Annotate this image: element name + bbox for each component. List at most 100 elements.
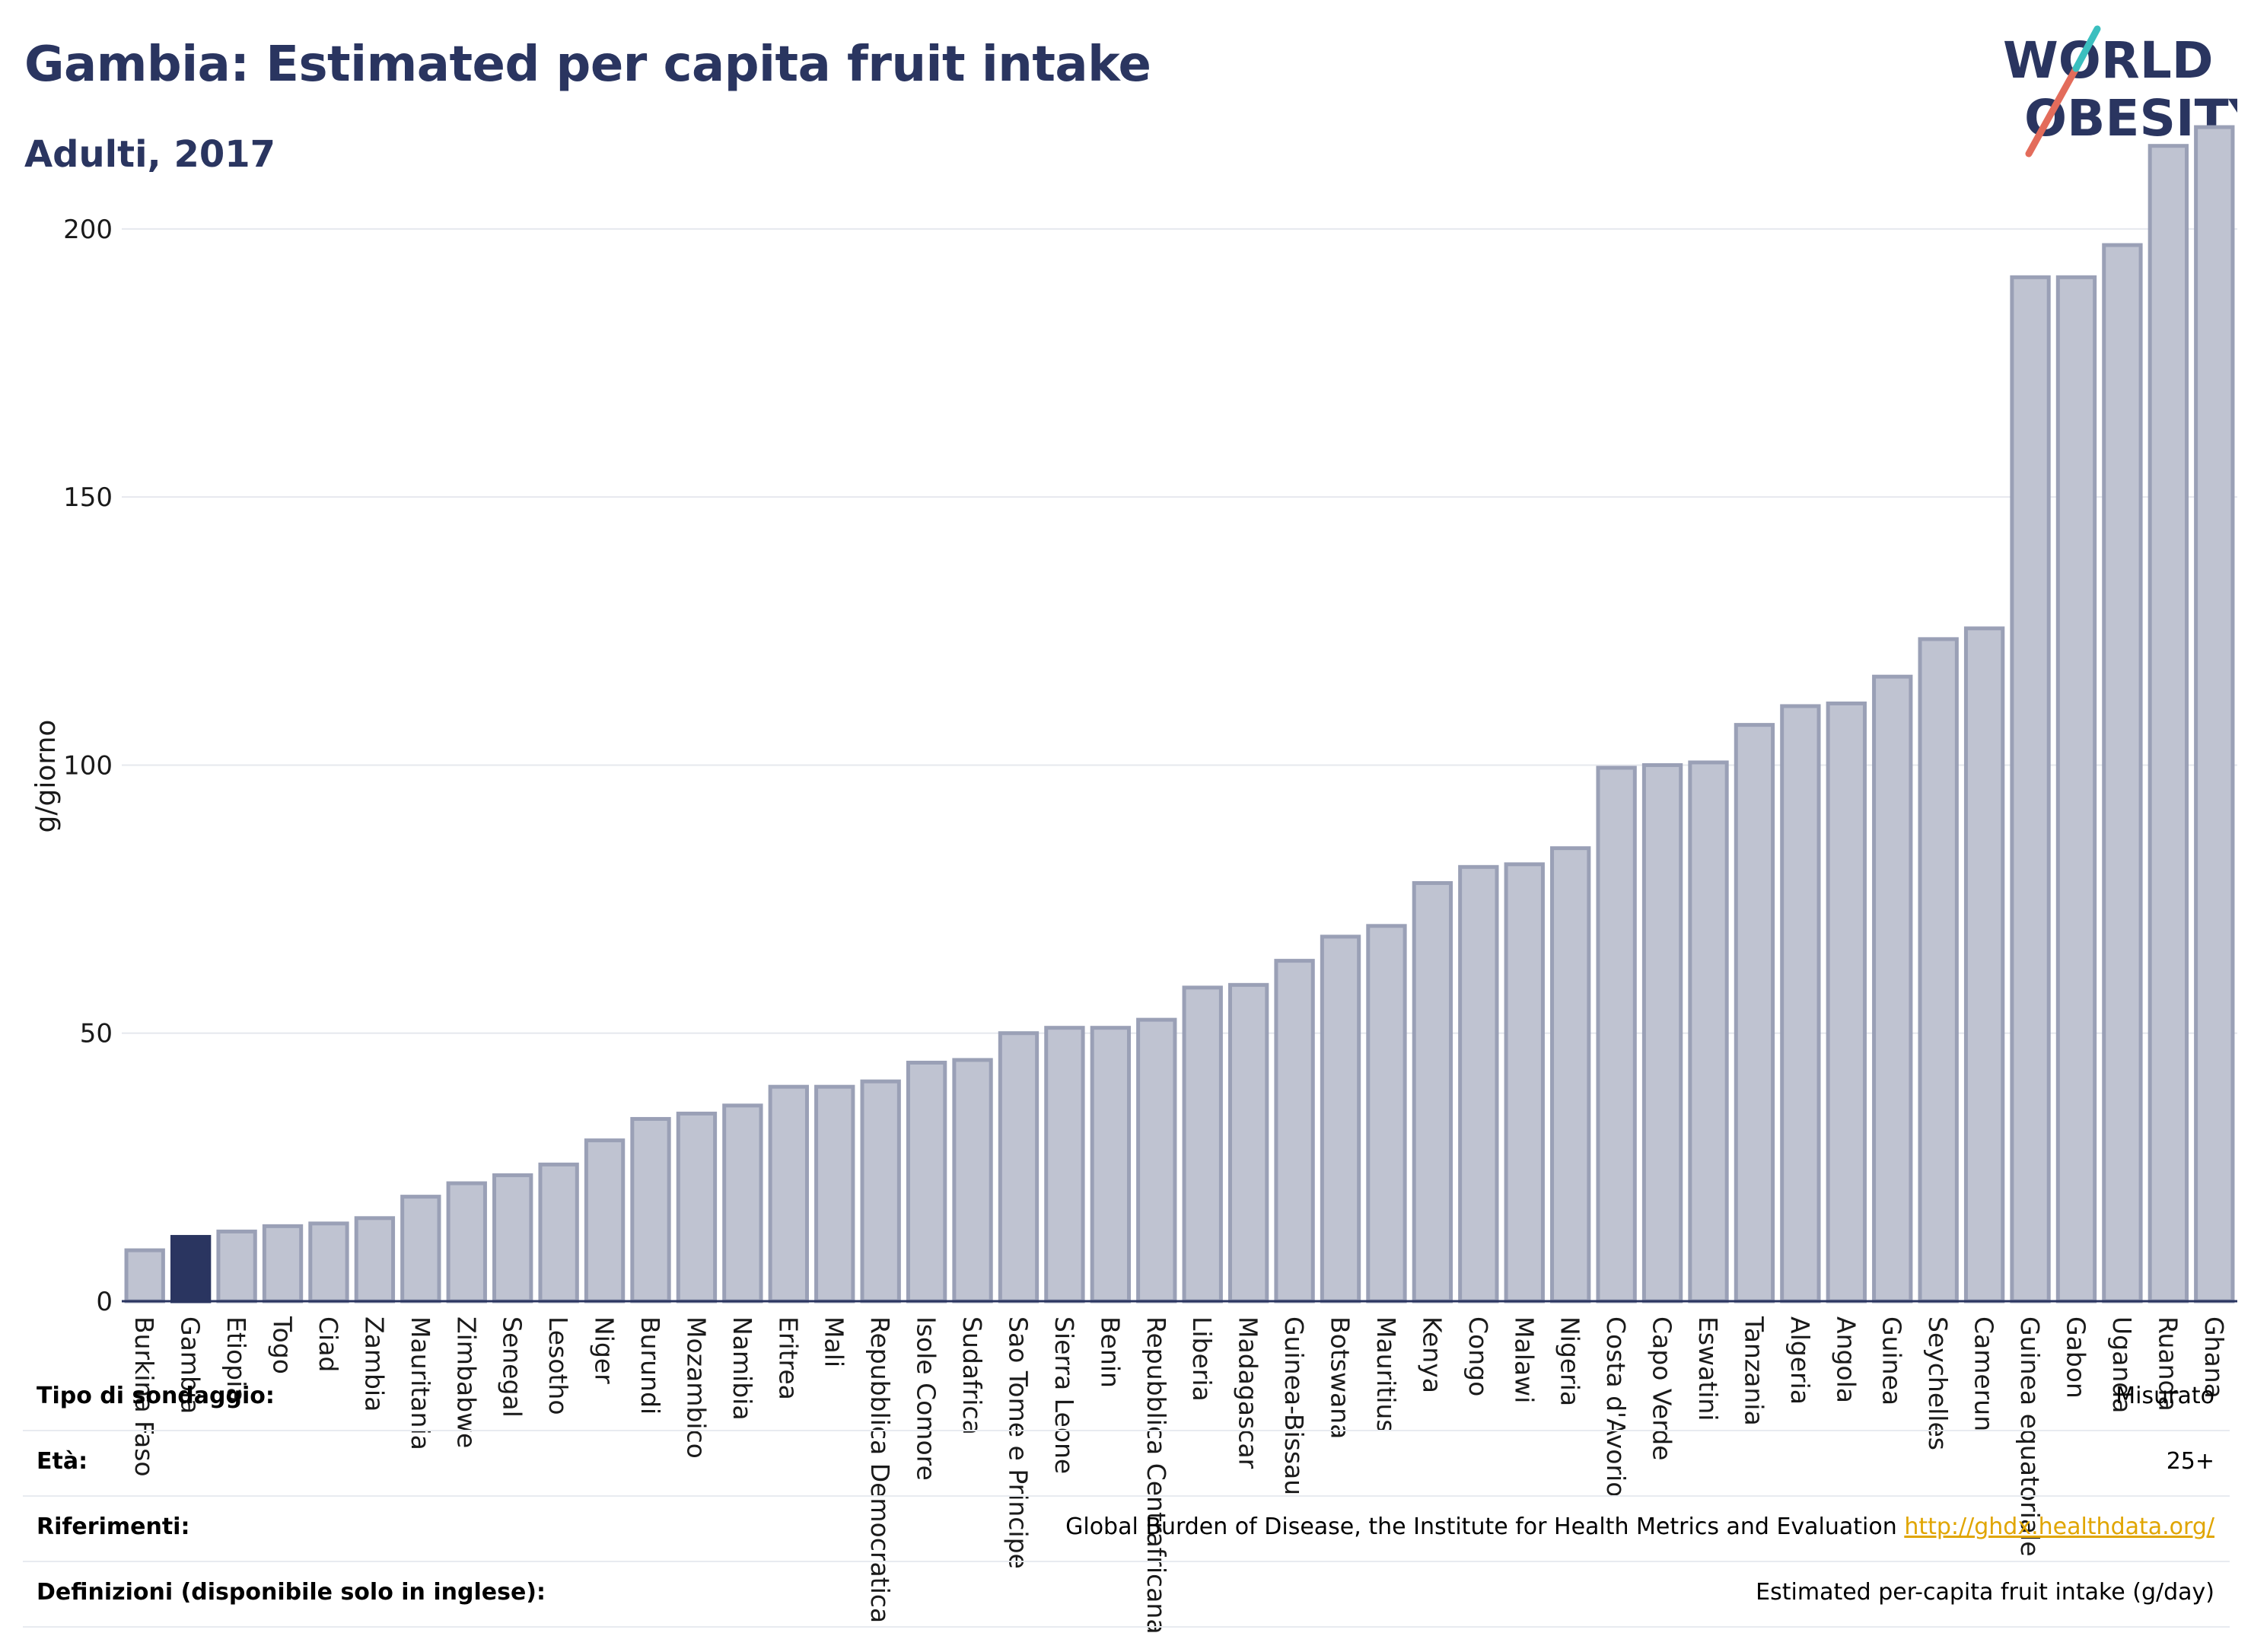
bar-namibia[interactable]: [722, 1103, 763, 1303]
bar-algeria[interactable]: [1780, 704, 1821, 1303]
info-key: Tipo di sondaggio:: [37, 1383, 275, 1409]
x-tick-label: Repubblica Centrafricana: [1141, 1316, 1171, 1634]
bar-repubblica-centrafricana[interactable]: [1136, 1017, 1177, 1303]
bar-zimbabwe[interactable]: [446, 1181, 487, 1303]
bar-mauritius[interactable]: [1366, 924, 1407, 1303]
logo-slash-red: [2025, 65, 2080, 158]
y-tick-label: 100: [63, 750, 113, 781]
bar-mauritania[interactable]: [400, 1195, 441, 1303]
x-tick-label: Mauritius: [1371, 1316, 1401, 1433]
x-tick-label: Ruanda: [2153, 1316, 2183, 1412]
info-key: Età:: [37, 1448, 88, 1475]
bar-togo[interactable]: [262, 1224, 304, 1303]
y-tick-label: 50: [80, 1019, 113, 1049]
x-tick-label: Mauritania: [406, 1316, 435, 1450]
bar-repubblica-democratica[interactable]: [860, 1079, 901, 1303]
axes: 0 50 100 150 200: [63, 215, 2237, 1317]
bar-guinea[interactable]: [1872, 674, 1913, 1303]
bar-isole-comore[interactable]: [906, 1060, 947, 1303]
x-tick-label: Namibia: [728, 1316, 757, 1421]
bar-liberia[interactable]: [1182, 985, 1223, 1303]
page-subtitle: Adulti, 2017: [24, 133, 276, 176]
x-tick-label: Lesotho: [543, 1316, 573, 1415]
info-value: Global Burden of Disease, the Institute …: [1065, 1514, 2214, 1540]
info-value: 25+: [2166, 1448, 2214, 1475]
x-tick-label: Kenya: [1417, 1316, 1447, 1393]
x-tick-label: Capo Verde: [1648, 1316, 1677, 1460]
x-tick-label: Liberia: [1187, 1316, 1217, 1402]
x-tick-label: Sudafrica: [957, 1316, 987, 1435]
bar-gabon[interactable]: [2055, 275, 2097, 1303]
bar-zambia[interactable]: [354, 1216, 396, 1303]
x-tick-label: Niger: [590, 1316, 619, 1384]
x-tick-label: Guinea: [1877, 1316, 1907, 1405]
bar-angola[interactable]: [1826, 701, 1867, 1303]
logo-slash-teal: [2072, 25, 2101, 72]
x-tick-label: Guinea-Bissau: [1279, 1316, 1309, 1495]
bar-eritrea[interactable]: [768, 1084, 809, 1303]
info-row-survey-type: Tipo di sondaggio: Misurato: [23, 1366, 2230, 1431]
x-tick-label: Ciad: [314, 1316, 343, 1372]
x-tick-label: Sao Tome e Principe: [1003, 1316, 1033, 1569]
bar-kenya[interactable]: [1412, 880, 1453, 1303]
bar-ruanda[interactable]: [2148, 144, 2189, 1303]
bar-guinea-equatoriale[interactable]: [2010, 275, 2051, 1303]
bar-madagascar[interactable]: [1227, 982, 1269, 1303]
bar-sudafrica[interactable]: [952, 1058, 993, 1303]
x-tick-label: Etiopia: [221, 1316, 251, 1403]
bar-lesotho[interactable]: [538, 1162, 579, 1303]
bar-burkina-faso[interactable]: [124, 1248, 165, 1303]
x-tick-label: Eswatini: [1693, 1316, 1723, 1421]
bar-uganda[interactable]: [2102, 243, 2143, 1303]
bar-senegal[interactable]: [492, 1173, 533, 1303]
info-row-age: Età: 25+: [23, 1431, 2230, 1497]
bar-etiopia[interactable]: [216, 1229, 257, 1303]
reference-text: Global Burden of Disease, the Institute …: [1065, 1514, 1897, 1540]
bar-ciad[interactable]: [308, 1221, 349, 1303]
y-tick-label: 0: [96, 1287, 113, 1317]
bar-camerun[interactable]: [1963, 626, 2005, 1303]
bar-nigeria[interactable]: [1550, 846, 1591, 1303]
x-tick-label: Malawi: [1509, 1316, 1539, 1403]
info-row-definitions: Definizioni (disponibile solo in inglese…: [23, 1562, 2230, 1628]
bar-niger[interactable]: [584, 1138, 626, 1303]
bar-benin[interactable]: [1090, 1026, 1132, 1303]
bar-sao-tome-e-principe[interactable]: [998, 1031, 1040, 1303]
bar-guinea-bissau[interactable]: [1274, 959, 1315, 1303]
info-row-references: Riferimenti: Global Burden of Disease, t…: [23, 1497, 2230, 1562]
x-tick-label: Ghana: [2199, 1316, 2229, 1399]
bar-seychelles[interactable]: [1918, 637, 1959, 1303]
reference-link[interactable]: http://ghdx.healthdata.org/: [1904, 1514, 2214, 1540]
x-tick-label: Gabon: [2061, 1316, 2090, 1399]
x-tick-label: Nigeria: [1555, 1316, 1585, 1406]
x-tick-label: Guinea equatoriale: [2015, 1316, 2045, 1557]
x-tick-label: Burundi: [635, 1316, 665, 1415]
bar-costa-d-avorio[interactable]: [1596, 766, 1637, 1303]
bar-gambia[interactable]: [170, 1234, 212, 1303]
x-tick-label: Congo: [1463, 1316, 1493, 1396]
world-obesity-logo: WORLD OBESITY: [2003, 25, 2237, 158]
bar-sierra-leone[interactable]: [1044, 1026, 1085, 1303]
info-key: Riferimenti:: [37, 1514, 190, 1540]
info-table: Tipo di sondaggio: Misurato Età: 25+ Rif…: [23, 1366, 2230, 1628]
x-tick-label: Mali: [820, 1316, 849, 1367]
x-tick-label: Mozambico: [681, 1316, 711, 1459]
bar-burundi[interactable]: [630, 1116, 671, 1303]
x-tick-label: Sierra Leone: [1049, 1316, 1079, 1474]
bar-mozambico[interactable]: [676, 1111, 718, 1303]
x-tick-label: Benin: [1095, 1316, 1125, 1388]
bar-mali[interactable]: [814, 1084, 855, 1303]
bar-capo-verde[interactable]: [1641, 762, 1683, 1303]
bar-malawi[interactable]: [1504, 862, 1545, 1303]
x-tick-label: Botswana: [1326, 1316, 1355, 1439]
category-labels: Burkina Faso Gambia Etiopia Togo Ciad Zambia M…: [129, 1316, 2229, 1634]
bar-botswana[interactable]: [1320, 934, 1361, 1303]
x-tick-label: Isole Comore: [912, 1316, 941, 1481]
x-tick-label: Togo: [268, 1316, 298, 1374]
bar-ghana[interactable]: [2194, 125, 2235, 1303]
bar-congo[interactable]: [1458, 864, 1499, 1303]
bar-tanzania[interactable]: [1734, 723, 1775, 1303]
bar-eswatini[interactable]: [1688, 760, 1729, 1303]
info-key: Definizioni (disponibile solo in inglese…: [37, 1579, 546, 1606]
x-tick-label: Camerun: [1969, 1316, 1999, 1431]
